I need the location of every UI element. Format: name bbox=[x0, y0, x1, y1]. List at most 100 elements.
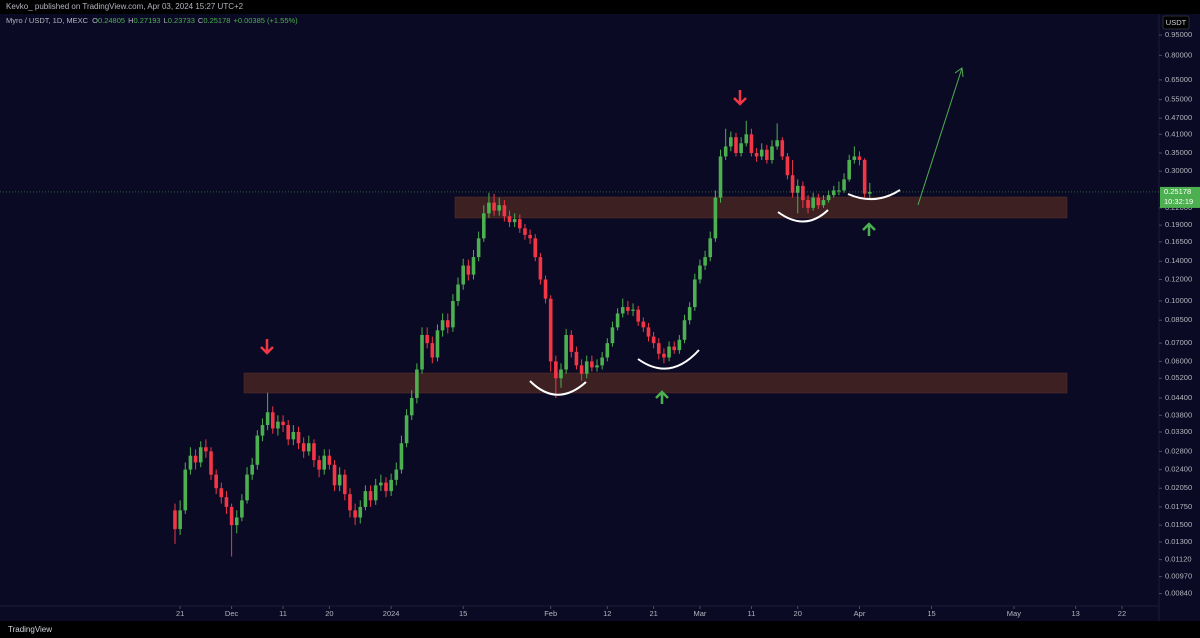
y-tick-label: 0.16500 bbox=[1165, 237, 1192, 246]
y-tick-label: 0.01500 bbox=[1165, 520, 1192, 529]
ohlc-value: 0.27193 bbox=[133, 16, 161, 25]
y-tick-label: 0.05200 bbox=[1165, 373, 1192, 382]
candle-body bbox=[265, 412, 270, 426]
y-tick-label: 0.01120 bbox=[1165, 555, 1192, 564]
candle-body bbox=[543, 279, 548, 299]
chart-background bbox=[0, 14, 1200, 621]
arc bbox=[847, 189, 901, 201]
y-tick-label: 0.10000 bbox=[1165, 296, 1192, 305]
candle-body bbox=[595, 365, 599, 368]
candle-body bbox=[440, 320, 445, 331]
candle-body bbox=[554, 361, 558, 379]
candle-body bbox=[631, 309, 635, 311]
candle-body bbox=[693, 279, 697, 308]
candle-body bbox=[713, 197, 718, 239]
candle-body bbox=[718, 156, 723, 198]
y-tick-label: 0.55000 bbox=[1165, 95, 1192, 104]
candle-body bbox=[857, 156, 862, 160]
y-tick-label: 0.30000 bbox=[1165, 166, 1192, 175]
candle-body bbox=[687, 307, 692, 321]
up-arrow bbox=[862, 222, 876, 236]
down-arrow bbox=[260, 339, 274, 355]
candle-body bbox=[327, 455, 332, 465]
candle-body bbox=[337, 474, 342, 486]
candle-body bbox=[348, 494, 352, 511]
candle-body bbox=[332, 464, 337, 486]
up-arrow bbox=[655, 390, 669, 404]
candle-body bbox=[533, 238, 538, 258]
candle-body bbox=[291, 431, 296, 440]
currency-box bbox=[1162, 15, 1190, 30]
projection-arrow bbox=[917, 67, 964, 206]
x-tick-label: 2024 bbox=[383, 609, 400, 618]
ohlc-value: 0.25178 bbox=[203, 16, 231, 25]
candle-body bbox=[574, 351, 579, 366]
candle-body bbox=[806, 200, 810, 208]
y-tick-label: 0.06000 bbox=[1165, 356, 1192, 365]
x-tick-label: 20 bbox=[794, 609, 802, 618]
candle-body bbox=[852, 156, 857, 160]
candle-body bbox=[590, 361, 594, 368]
candle-body bbox=[497, 205, 502, 211]
candle-body bbox=[759, 149, 764, 157]
candle-body bbox=[548, 298, 553, 362]
candle-body bbox=[425, 334, 429, 344]
candle-body bbox=[415, 369, 419, 398]
last-price-box bbox=[1160, 186, 1200, 208]
candle-body bbox=[584, 361, 589, 374]
annotations bbox=[655, 67, 964, 404]
candle-body bbox=[754, 153, 759, 157]
candle-body bbox=[605, 343, 610, 358]
candle-body bbox=[224, 497, 229, 507]
candle-body bbox=[229, 506, 234, 526]
y-tick-label: 0.07000 bbox=[1165, 338, 1192, 347]
annotations bbox=[260, 90, 747, 355]
y-tick-label: 0.08500 bbox=[1165, 315, 1192, 324]
candle-body bbox=[296, 431, 301, 444]
candle-body bbox=[193, 455, 198, 463]
y-tick-label: 0.03300 bbox=[1165, 427, 1192, 436]
candle-body bbox=[476, 238, 481, 258]
x-tick-label: 21 bbox=[176, 609, 184, 618]
candle-body bbox=[826, 195, 831, 201]
candle-body bbox=[492, 202, 496, 211]
candle-body bbox=[204, 447, 208, 452]
candle-body bbox=[698, 265, 702, 280]
x-tick-label: Feb bbox=[544, 609, 557, 618]
candle-body bbox=[780, 140, 785, 157]
candle-body bbox=[255, 435, 260, 465]
candle-body bbox=[790, 175, 795, 193]
candle-body bbox=[301, 443, 306, 452]
candle-body bbox=[770, 146, 774, 160]
candle-body bbox=[173, 510, 177, 530]
candle-body bbox=[559, 369, 563, 379]
candle-body bbox=[322, 455, 327, 470]
candle-body bbox=[461, 265, 465, 285]
candle-body bbox=[610, 327, 615, 344]
candle-body bbox=[183, 469, 188, 511]
resistance-zone bbox=[454, 196, 1068, 219]
ohlc-prefix: C bbox=[197, 16, 204, 25]
candle-body bbox=[481, 213, 486, 239]
candle-body bbox=[579, 365, 584, 374]
candle-body bbox=[198, 447, 203, 463]
y-tick-label: 0.41000 bbox=[1165, 129, 1192, 138]
candle-body bbox=[831, 190, 836, 196]
candle-body bbox=[641, 321, 646, 328]
candle-body bbox=[209, 451, 213, 475]
x-tick-label: Apr bbox=[854, 609, 866, 618]
candle-body bbox=[276, 421, 280, 429]
candle-body bbox=[435, 330, 440, 358]
candle-body bbox=[409, 397, 414, 416]
x-tick-label: Dec bbox=[225, 609, 239, 618]
candle-body bbox=[502, 205, 507, 217]
y-tick-label: 0.00840 bbox=[1165, 589, 1192, 598]
symbol-legend: Myro / USDT, 1D, MEXC O0.24805 H0.27193 L0.… bbox=[6, 16, 301, 25]
candle-body bbox=[188, 455, 193, 470]
last-price-label: 0.25178 bbox=[1164, 187, 1191, 196]
y-tick-label: 0.01300 bbox=[1165, 537, 1192, 546]
candle-body bbox=[672, 346, 677, 351]
x-tick-label: 22 bbox=[1118, 609, 1126, 618]
candle-body bbox=[626, 307, 630, 311]
